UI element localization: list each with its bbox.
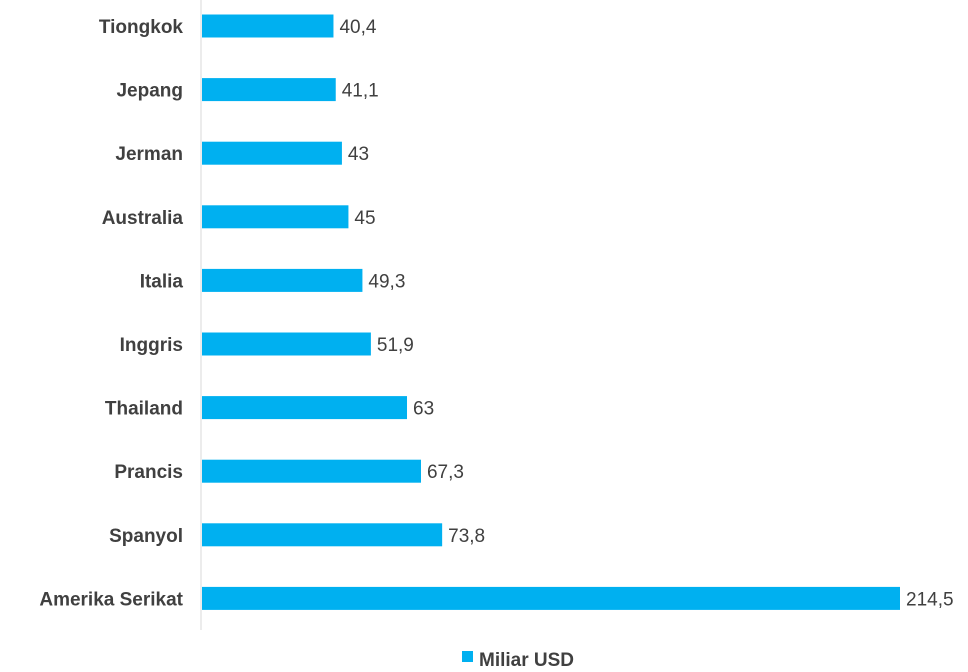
- legend: Miliar USD: [462, 650, 574, 671]
- data-label: 40,4: [339, 17, 376, 38]
- data-label: 63: [413, 399, 434, 420]
- legend-label: Miliar USD: [479, 650, 574, 671]
- category-label: Prancis: [114, 462, 183, 483]
- data-label: 49,3: [368, 271, 405, 292]
- bar: [202, 523, 443, 547]
- data-label: 51,9: [377, 335, 414, 356]
- bars-layer: [202, 14, 900, 610]
- data-label: 214,5: [906, 589, 954, 610]
- category-label: Amerika Serikat: [39, 589, 183, 610]
- category-label: Jerman: [115, 144, 183, 165]
- legend-swatch: [462, 651, 473, 662]
- bar: [202, 586, 900, 610]
- bar: [202, 459, 421, 483]
- data-label: 45: [354, 208, 375, 229]
- bar: [202, 268, 363, 292]
- bar: [202, 78, 336, 102]
- bar: [202, 14, 334, 38]
- category-label: Spanyol: [109, 526, 183, 547]
- category-label: Australia: [102, 208, 184, 229]
- category-label: Italia: [140, 271, 184, 292]
- data-label: 41,1: [342, 81, 379, 102]
- category-label: Inggris: [120, 335, 183, 356]
- data-label: 73,8: [448, 526, 485, 547]
- bar: [202, 396, 408, 420]
- category-label: Thailand: [105, 399, 183, 420]
- data-label: 43: [348, 144, 369, 165]
- bar: [202, 332, 371, 356]
- labels-layer: Tiongkok 40,4 Jepang 41,1 Jerman 43 Australia 4…: [39, 17, 953, 610]
- category-label: Jepang: [116, 81, 183, 102]
- category-label: Tiongkok: [99, 17, 184, 38]
- data-label: 67,3: [427, 462, 464, 483]
- bar: [202, 205, 349, 229]
- bar: [202, 141, 342, 165]
